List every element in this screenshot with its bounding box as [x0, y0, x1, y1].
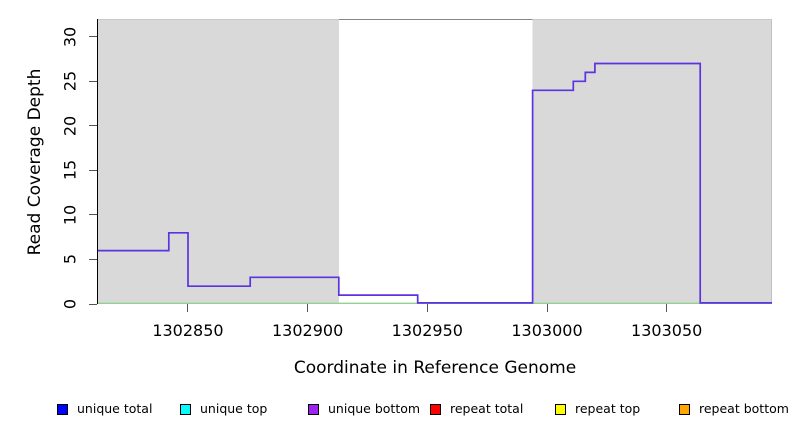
- y-tick-label: 20: [60, 115, 80, 137]
- legend-item-repeat-bottom: repeat bottom: [679, 401, 789, 417]
- y-tick-label: 30: [60, 26, 80, 47]
- legend-label: repeat total: [450, 401, 524, 416]
- repeat-region-shade: [532, 19, 772, 304]
- x-tick-mark: [307, 304, 309, 312]
- y-tick-label: 0: [60, 298, 80, 310]
- y-tick-mark: [89, 125, 97, 127]
- legend-label: unique bottom: [328, 401, 421, 416]
- x-axis-title: Coordinate in Reference Genome: [293, 358, 577, 378]
- legend-swatch-icon: [679, 403, 690, 415]
- legend-swatch-icon: [308, 403, 319, 415]
- x-tick-label: 1303050: [631, 321, 703, 340]
- legend-label: unique top: [200, 401, 268, 416]
- y-tick-mark: [89, 258, 97, 260]
- legend-label: repeat bottom: [699, 401, 789, 416]
- y-tick-mark: [89, 303, 97, 305]
- y-tick-mark: [89, 214, 97, 216]
- y-tick-label: 5: [60, 254, 80, 265]
- y-tick-label: 15: [60, 160, 80, 181]
- x-tick-mark: [666, 304, 668, 312]
- y-tick-mark: [89, 169, 97, 171]
- legend-label: unique total: [77, 401, 153, 416]
- legend-item-repeat-total: repeat total: [430, 401, 523, 417]
- y-tick-label: 10: [60, 204, 80, 226]
- coverage-step-line: [97, 62, 772, 304]
- x-tick-mark: [187, 304, 189, 312]
- x-tick-mark: [546, 304, 548, 312]
- x-tick-label: 1303000: [511, 321, 583, 340]
- x-tick-mark: [426, 304, 428, 312]
- legend-label: repeat top: [575, 401, 641, 416]
- y-tick-mark: [89, 80, 97, 82]
- legend-item-unique-total: unique total: [57, 401, 152, 417]
- legend-swatch-icon: [555, 403, 566, 415]
- legend-swatch-icon: [430, 403, 441, 415]
- x-tick-label: 1302900: [271, 321, 344, 340]
- legend-item-repeat-top: repeat top: [555, 401, 640, 417]
- plot-area: [97, 19, 772, 304]
- y-tick-mark: [89, 36, 97, 38]
- legend-item-unique-top: unique top: [180, 401, 267, 417]
- x-tick-label: 1302850: [152, 321, 224, 340]
- y-axis-title: Read Coverage Depth: [25, 68, 45, 256]
- legend-item-unique-bottom: unique bottom: [308, 401, 420, 417]
- x-tick-label: 1302950: [391, 321, 463, 340]
- y-tick-label: 25: [60, 71, 80, 92]
- legend-swatch-icon: [180, 403, 191, 415]
- repeat-region-shade: [97, 19, 339, 304]
- legend-swatch-icon: [57, 403, 68, 415]
